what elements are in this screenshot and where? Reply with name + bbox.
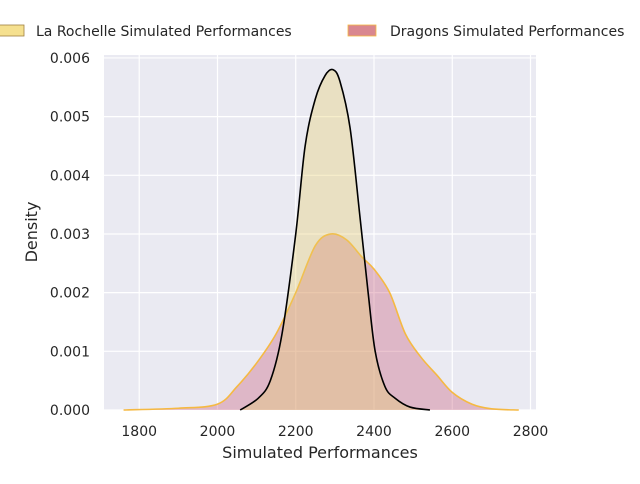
y-tick-label: 0.005 [50,110,90,126]
y-tick-label: 0.001 [50,344,90,360]
y-axis-label: Density [22,202,41,263]
legend-label-dragons: Dragons Simulated Performances [390,24,624,40]
x-axis-label: Simulated Performances [222,443,418,462]
x-tick-label: 2400 [356,424,392,440]
x-tick-label: 1800 [121,424,157,440]
x-ticks: 1800 2000 2200 2400 2600 2800 [121,424,548,440]
x-tick-label: 2200 [278,424,314,440]
x-tick-label: 2600 [434,424,470,440]
legend-swatch-dragons [347,24,377,37]
density-fill-la-rochelle [240,69,430,410]
y-ticks: 0.000 0.001 0.002 0.003 0.004 0.005 0.006 [50,51,90,419]
density-areas [123,68,519,411]
legend-swatch-la-rochelle [0,24,25,37]
y-tick-label: 0.002 [50,286,90,302]
y-tick-label: 0.003 [50,227,90,243]
y-tick-label: 0.006 [50,51,90,67]
legend: La Rochelle Simulated Performances Drago… [0,24,624,40]
x-tick-label: 2800 [513,424,549,440]
density-fill-dragons [123,233,519,410]
legend-label-la-rochelle: La Rochelle Simulated Performances [36,24,292,40]
x-tick-label: 2000 [200,424,236,440]
density-line-dragons [123,232,519,411]
y-tick-label: 0.000 [50,403,90,419]
density-line-la-rochelle [239,68,431,411]
y-tick-label: 0.004 [50,168,90,184]
